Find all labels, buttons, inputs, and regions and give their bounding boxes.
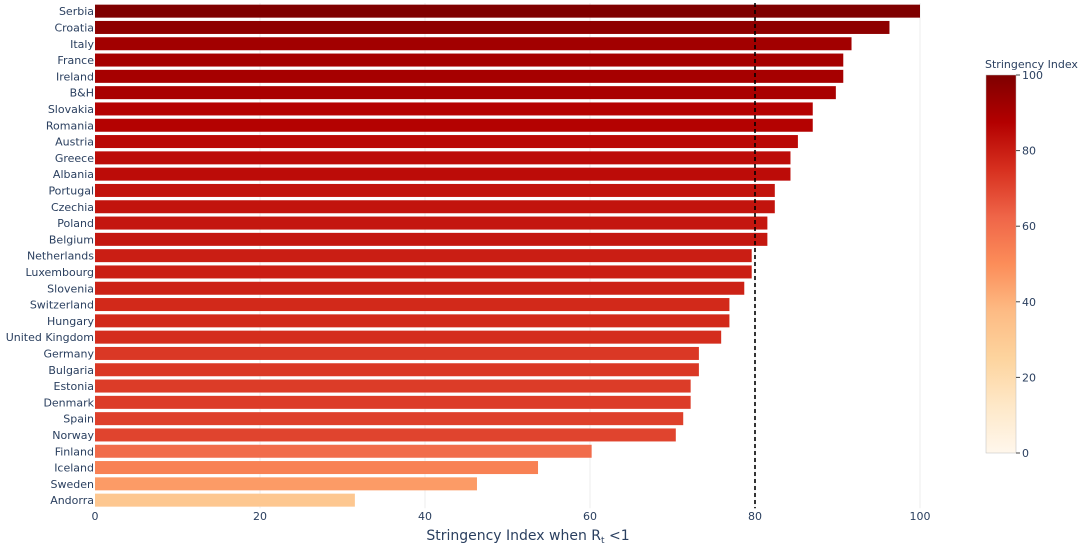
colorbar-gradient [985, 74, 1017, 454]
x-tick-label: 60 [583, 510, 597, 523]
category-label: Poland [57, 217, 94, 230]
bar [95, 232, 768, 246]
colorbar-tick-label: 80 [1022, 145, 1036, 158]
category-label: Germany [43, 347, 94, 360]
bar [95, 493, 355, 507]
bar [95, 37, 852, 51]
category-label: Bulgaria [48, 364, 94, 377]
x-axis-title: Stringency Index when Rt <1 [426, 528, 629, 546]
x-tick-label: 40 [418, 510, 432, 523]
category-label: Denmark [43, 396, 94, 409]
x-tick-label: 80 [748, 510, 762, 523]
category-label: Belgium [49, 233, 94, 246]
bar [95, 216, 768, 230]
bar [95, 167, 791, 181]
x-tick-label: 20 [253, 510, 267, 523]
category-label: Hungary [47, 315, 94, 328]
category-label: Serbia [59, 5, 94, 18]
category-label: Slovenia [47, 282, 94, 295]
colorbar-tick-label: 20 [1022, 371, 1036, 384]
bar [95, 53, 844, 67]
category-label: France [57, 54, 94, 67]
colorbar-tick-label: 60 [1022, 220, 1036, 233]
category-label: Portugal [48, 184, 94, 197]
category-label: Czechia [51, 201, 94, 214]
bar [95, 477, 477, 491]
bar [95, 330, 722, 344]
bar [95, 265, 752, 279]
category-label: Luxembourg [25, 266, 94, 279]
bar [95, 428, 676, 442]
bar [95, 346, 699, 360]
category-label: Iceland [54, 462, 94, 475]
bar [95, 86, 836, 100]
bar [95, 69, 844, 83]
x-axis-title-subscript: t [601, 536, 605, 546]
category-label: Switzerland [30, 299, 94, 312]
colorbar: Stringency Index 0 20 40 60 80 100 [985, 58, 1078, 460]
bar [95, 314, 730, 328]
colorbar-tick-label: 40 [1022, 296, 1036, 309]
colorbar-title: Stringency Index [985, 58, 1078, 71]
category-label: Slovakia [48, 103, 94, 116]
bar [95, 444, 592, 458]
category-label: Andorra [50, 494, 94, 507]
x-tick-label: 100 [910, 510, 931, 523]
category-label: Norway [52, 429, 94, 442]
colorbar-tick-label: 0 [1022, 447, 1029, 460]
category-label: Spain [63, 413, 94, 426]
bar [95, 395, 691, 409]
bar [95, 281, 745, 295]
bar [95, 118, 813, 132]
x-tick-label: 0 [92, 510, 99, 523]
bar [95, 151, 791, 165]
x-axis-title-main: Stringency Index when R [426, 528, 601, 544]
category-labels: Serbia Croatia Italy France Ireland B&H Slovak… [6, 5, 95, 507]
bar [95, 183, 775, 197]
category-label: Finland [55, 445, 94, 458]
category-label: Italy [70, 38, 94, 51]
x-tick-labels: 0 20 40 60 80 100 [92, 510, 931, 523]
colorbar-tick-label: 100 [1022, 69, 1043, 82]
category-label: Ireland [56, 70, 94, 83]
bar [95, 200, 775, 214]
category-label: Croatia [54, 21, 94, 34]
bars [95, 4, 920, 507]
category-label: Romania [46, 119, 94, 132]
x-axis-title-suffix: <1 [605, 528, 630, 544]
category-label: Netherlands [27, 250, 94, 263]
bar [95, 363, 699, 377]
category-label: B&H [70, 87, 94, 100]
category-label: Albania [53, 168, 94, 181]
bar [95, 102, 813, 116]
bar [95, 135, 798, 149]
bar [95, 412, 684, 426]
category-label: Greece [55, 152, 94, 165]
bar [95, 461, 539, 475]
category-label: Austria [55, 136, 94, 149]
category-label: United Kingdom [6, 331, 94, 344]
category-label: Estonia [54, 380, 95, 393]
bar [95, 249, 752, 263]
category-label: Sweden [51, 478, 94, 491]
bar [95, 379, 691, 393]
bar [95, 20, 890, 34]
bar [95, 298, 730, 312]
bar [95, 4, 920, 18]
